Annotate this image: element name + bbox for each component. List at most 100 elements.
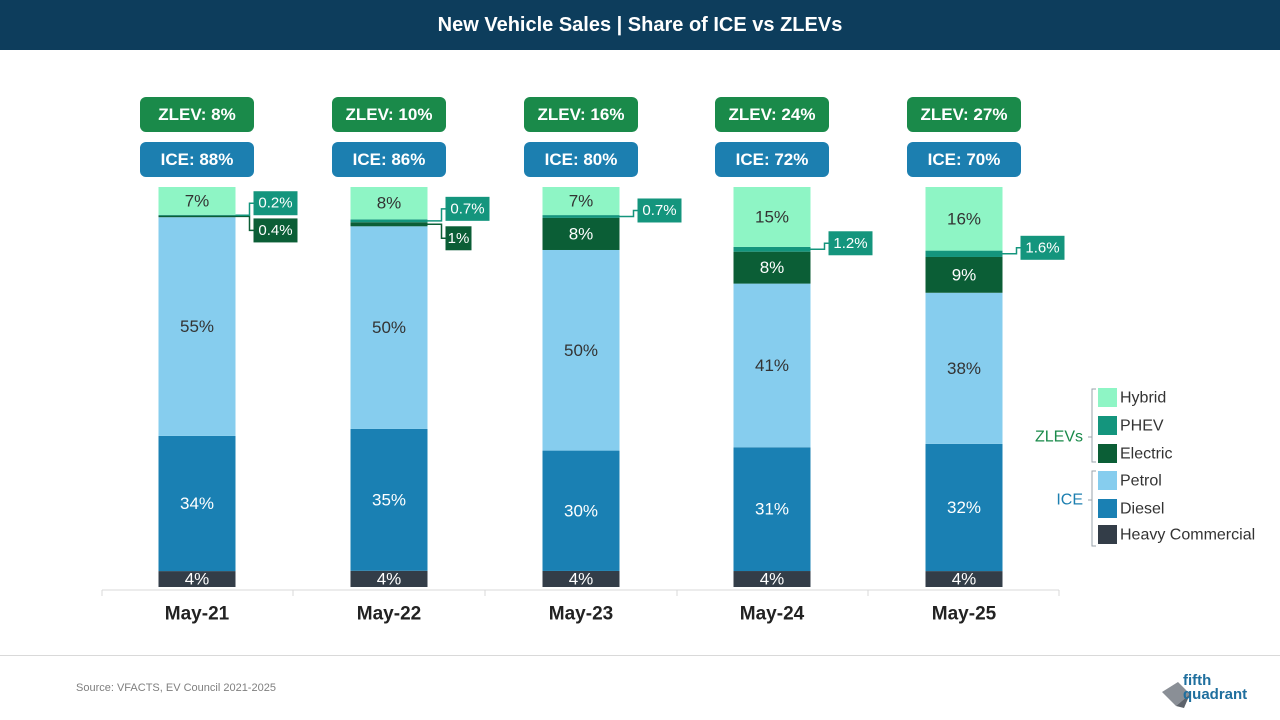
- ice-badge-may-23: [524, 142, 638, 177]
- x-tick-label-may-25: May-25: [932, 604, 997, 625]
- data-label-heavy-commercial-may-21: 4%: [185, 570, 210, 589]
- callout-line-electric-may-22: [427, 223, 446, 240]
- zlev-badge-label-may-23: ZLEV: 16%: [538, 105, 625, 124]
- bar-segment-hybrid-may-21: [158, 187, 236, 215]
- data-label-hybrid-may-24: 15%: [755, 207, 789, 226]
- data-label-diesel-may-25: 32%: [947, 498, 981, 517]
- bar-segment-petrol-may-23: [542, 249, 620, 451]
- ice-badge-label-may-22: ICE: 86%: [353, 150, 426, 169]
- data-label-electric-may-24: 8%: [760, 258, 785, 277]
- logo-text: fifth quadrant: [1183, 672, 1247, 702]
- bar-group-may-21: 4% 34% 55% 7% 0.4% 0.2% ZLEV: 8% ICE: 88% May-21: [140, 97, 298, 625]
- data-label-heavy-commercial-may-24: 4%: [760, 570, 785, 589]
- data-label-electric-may-25: 9%: [952, 265, 977, 284]
- legend-group-label-zlevs: ZLEVs: [1035, 429, 1083, 446]
- bar-segment-petrol-may-22: [350, 226, 428, 429]
- callout-line-phev-may-21: [235, 202, 254, 216]
- data-label-hybrid-may-22: 8%: [377, 194, 402, 213]
- bar-segment-diesel-may-25: [925, 443, 1003, 572]
- callout-box-phev-may-24: [828, 231, 873, 256]
- callout-line-electric-may-21: [235, 215, 254, 232]
- callout-line-phev-may-24: [810, 242, 829, 251]
- legend-label-diesel: Diesel: [1120, 501, 1164, 518]
- callout-label-phev-may-25: 1.6%: [1025, 239, 1059, 256]
- ice-badge-may-24: [715, 142, 829, 177]
- legend-label-petrol: Petrol: [1120, 473, 1162, 490]
- bar-segment-heavy-commercial-may-23: [542, 570, 620, 587]
- callout-label-phev-may-21: 0.2%: [258, 195, 292, 212]
- data-label-diesel-may-24: 31%: [755, 500, 789, 519]
- zlev-badge-may-21: [140, 97, 254, 132]
- source-note: Source: VFACTS, EV Council 2021-2025: [76, 682, 276, 694]
- bar-segment-phev-may-21: [158, 214, 236, 216]
- callout-box-electric-may-22: [445, 226, 472, 251]
- legend-swatch-phev: [1098, 416, 1117, 435]
- callout-label-electric-may-21: 0.4%: [258, 222, 292, 239]
- bar-segment-heavy-commercial-may-21: [158, 571, 236, 587]
- legend-swatch-heavy-commercial: [1098, 525, 1117, 544]
- bar-segment-heavy-commercial-may-25: [925, 571, 1003, 587]
- legend: Hybrid PHEV Electric Petrol Diesel Heavy Comm…: [1035, 388, 1255, 547]
- legend-label-hybrid: Hybrid: [1120, 390, 1166, 407]
- bar-segment-diesel-may-22: [350, 428, 428, 571]
- x-tick-label-may-24: May-24: [740, 604, 805, 625]
- ice-badge-label-may-23: ICE: 80%: [545, 150, 618, 169]
- bar-group-may-22: 4% 35% 50% 8% 1% 0.7% ZLEV: 10% ICE: 86% May-22: [332, 97, 490, 625]
- ice-badge-label-may-24: ICE: 72%: [736, 150, 809, 169]
- data-label-diesel-may-21: 34%: [180, 494, 214, 513]
- bar-segment-phev-may-23: [542, 215, 620, 218]
- callout-label-phev-may-24: 1.2%: [833, 235, 867, 252]
- zlev-badge-may-23: [524, 97, 638, 132]
- callout-box-electric-may-21: [253, 218, 298, 243]
- chart-title: New Vehicle Sales | Share of ICE vs ZLEV…: [0, 0, 1280, 50]
- logo-line-1: fifth: [1183, 672, 1212, 689]
- legend-bracket-zlevs: [1091, 388, 1096, 463]
- zlev-badge-may-25: [907, 97, 1021, 132]
- bar-segment-hybrid-may-24: [733, 187, 811, 247]
- callout-label-phev-may-23: 0.7%: [642, 202, 676, 219]
- data-label-petrol-may-21: 55%: [180, 317, 214, 336]
- bar-segment-diesel-may-21: [158, 435, 236, 572]
- x-tick-label-may-21: May-21: [165, 604, 230, 625]
- zlev-badge-may-24: [715, 97, 829, 132]
- data-label-hybrid-may-23: 7%: [569, 192, 594, 211]
- callout-box-phev-may-21: [253, 191, 298, 216]
- data-label-petrol-may-22: 50%: [372, 318, 406, 337]
- ice-badge-label-may-25: ICE: 70%: [928, 150, 1001, 169]
- bar-segment-hybrid-may-23: [542, 187, 620, 216]
- bar-segment-diesel-may-23: [542, 450, 620, 571]
- x-tick-label-may-23: May-23: [549, 604, 613, 625]
- legend-label-electric: Electric: [1120, 446, 1172, 463]
- zlev-badge-label-may-24: ZLEV: 24%: [729, 105, 816, 124]
- data-label-petrol-may-24: 41%: [755, 356, 789, 375]
- bar-segment-petrol-may-25: [925, 292, 1003, 444]
- bar-group-may-23: 4% 30% 50% 8% 7% 0.7% ZLEV: 16% ICE: 80% May-23: [524, 97, 682, 625]
- data-label-hybrid-may-25: 16%: [947, 209, 981, 228]
- legend-label-phev: PHEV: [1120, 418, 1164, 435]
- callout-line-phev-may-25: [1002, 247, 1021, 255]
- zlev-badge-label-may-21: ZLEV: 8%: [158, 105, 235, 124]
- callout-box-phev-may-23: [637, 198, 682, 223]
- bar-segment-electric-may-24: [733, 251, 811, 284]
- legend-swatch-electric: [1098, 444, 1117, 463]
- bar-segment-phev-may-25: [925, 250, 1003, 257]
- stacked-bar-chart: 4% 34% 55% 7% 0.4% 0.2% ZLEV: 8% ICE: 88% May-21…: [101, 97, 1255, 625]
- callout-line-phev-may-23: [619, 209, 638, 218]
- data-label-heavy-commercial-may-25: 4%: [952, 570, 977, 589]
- data-label-petrol-may-25: 38%: [947, 359, 981, 378]
- zlev-badge-label-may-22: ZLEV: 10%: [346, 105, 433, 124]
- data-label-petrol-may-23: 50%: [564, 341, 598, 360]
- bar-segment-electric-may-21: [158, 215, 236, 218]
- callout-box-phev-may-22: [445, 196, 490, 221]
- callout-box-phev-may-25: [1020, 235, 1065, 260]
- bar-group-may-24: 4% 31% 41% 8% 15% 1.2% ZLEV: 24% ICE: 72% May-24: [715, 97, 873, 625]
- legend-swatch-diesel: [1098, 499, 1117, 518]
- data-label-heavy-commercial-may-23: 4%: [569, 569, 594, 588]
- bar-segment-hybrid-may-25: [925, 187, 1003, 251]
- bar-segment-electric-may-23: [542, 217, 620, 250]
- bar-segment-hybrid-may-22: [350, 187, 428, 220]
- zlev-badge-label-may-25: ZLEV: 27%: [921, 105, 1008, 124]
- ice-badge-may-22: [332, 142, 446, 177]
- chart-title-text: New Vehicle Sales | Share of ICE vs ZLEV…: [437, 13, 843, 36]
- bar-segment-diesel-may-24: [733, 447, 811, 572]
